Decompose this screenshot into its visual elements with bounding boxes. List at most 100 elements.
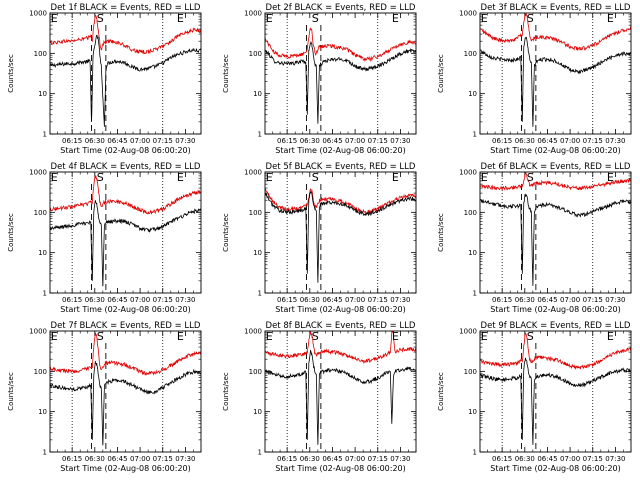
x-tick-label: 06:15 <box>62 137 82 145</box>
chart-panel: Det 6f BLACK = Events, RED = LLD Counts/s… <box>437 162 632 314</box>
y-tick-label: 1000 <box>459 10 477 18</box>
chart-panel: Det 7f BLACK = Events, RED = LLD Counts/s… <box>7 321 202 473</box>
lld-series-line <box>265 27 416 63</box>
x-tick-label: 07:00 <box>345 455 365 463</box>
y-tick-label: 100 <box>249 368 262 376</box>
chart-title: Det 7f BLACK = Events, RED = LLD <box>51 321 201 331</box>
attenuator-marker: E <box>481 330 488 343</box>
y-tick-label: 10 <box>468 408 477 416</box>
y-tick-label: 10 <box>38 249 47 257</box>
x-tick-label: 07:15 <box>368 137 388 145</box>
x-tick-label: 06:30 <box>515 296 535 304</box>
y-tick-label: 1000 <box>244 10 262 18</box>
x-axis-label: Start Time (02-Aug-08 06:00:20) <box>60 146 191 155</box>
x-tick-label: 07:30 <box>175 296 195 304</box>
attenuator-marker: S <box>97 12 104 25</box>
chart-panel: Det 8f BLACK = Events, RED = LLD Counts/s… <box>222 321 417 473</box>
attenuator-marker: E <box>177 171 184 184</box>
y-tick-label: 1000 <box>459 328 477 336</box>
x-axis-label: Start Time (02-Aug-08 06:00:20) <box>490 305 621 314</box>
x-tick-label: 06:15 <box>277 455 297 463</box>
x-tick-label: 07:30 <box>390 137 410 145</box>
x-tick-label: 06:15 <box>492 296 512 304</box>
y-axis-label: Counts/sec <box>222 213 230 252</box>
chart-panel: Det 4f BLACK = Events, RED = LLD Counts/s… <box>7 162 202 314</box>
y-tick-label: 100 <box>464 209 477 217</box>
x-tick-label: 07:00 <box>345 137 365 145</box>
y-axis-label: Counts/sec <box>7 54 15 93</box>
y-tick-label: 1 <box>43 290 47 298</box>
lld-series-line <box>50 174 201 215</box>
attenuator-marker: S <box>312 171 319 184</box>
y-tick-label: 100 <box>464 368 477 376</box>
x-tick-label: 06:30 <box>300 455 320 463</box>
attenuator-marker: E <box>266 12 273 25</box>
y-tick-label: 100 <box>34 209 47 217</box>
plot-frame <box>479 171 632 294</box>
chart-title: Det 9f BLACK = Events, RED = LLD <box>481 321 631 331</box>
lld-series-line <box>265 331 416 364</box>
chart-panel: Det 1f BLACK = Events, RED = LLD Counts/s… <box>7 3 202 155</box>
events-series-line <box>50 34 201 127</box>
y-axis-label: Counts/sec <box>7 372 15 411</box>
lld-series-line <box>265 188 416 214</box>
x-tick-label: 06:30 <box>300 296 320 304</box>
x-tick-label: 07:30 <box>605 455 625 463</box>
x-tick-label: 07:00 <box>345 296 365 304</box>
x-tick-label: 07:15 <box>368 296 388 304</box>
y-tick-label: 1 <box>43 131 47 139</box>
y-tick-label: 1 <box>43 449 47 457</box>
lld-series-line <box>50 14 201 55</box>
x-tick-label: 06:15 <box>62 296 82 304</box>
attenuator-marker: E <box>392 12 399 25</box>
plot-frame <box>49 12 202 135</box>
x-tick-label: 07:00 <box>560 296 580 304</box>
x-tick-label: 07:00 <box>560 455 580 463</box>
x-tick-label: 06:45 <box>322 296 342 304</box>
events-series-line <box>265 40 416 124</box>
x-axis-label: Start Time (02-Aug-08 06:00:20) <box>60 464 191 473</box>
x-tick-label: 06:45 <box>537 455 557 463</box>
x-tick-label: 07:15 <box>583 455 603 463</box>
attenuator-marker: S <box>312 330 319 343</box>
y-tick-label: 100 <box>249 209 262 217</box>
chart-panel: Det 3f BLACK = Events, RED = LLD Counts/s… <box>437 3 632 155</box>
attenuator-marker: E <box>481 12 488 25</box>
x-tick-label: 07:30 <box>175 137 195 145</box>
y-tick-label: 100 <box>34 368 47 376</box>
y-tick-label: 100 <box>464 50 477 58</box>
lld-series-line <box>50 332 201 377</box>
plot-frame <box>479 12 632 135</box>
plot-frame <box>264 12 417 135</box>
attenuator-marker: E <box>481 171 488 184</box>
plot-frame <box>264 330 417 453</box>
x-axis-label: Start Time (02-Aug-08 06:00:20) <box>275 305 406 314</box>
x-tick-label: 07:15 <box>583 296 603 304</box>
chart-title: Det 5f BLACK = Events, RED = LLD <box>266 162 416 172</box>
attenuator-marker: E <box>177 12 184 25</box>
lld-series-line <box>480 332 631 371</box>
x-tick-label: 06:30 <box>300 137 320 145</box>
x-tick-label: 06:30 <box>85 455 105 463</box>
x-tick-label: 07:00 <box>130 455 150 463</box>
x-tick-label: 06:15 <box>492 455 512 463</box>
x-tick-label: 06:45 <box>107 137 127 145</box>
lld-series-line <box>480 13 631 51</box>
attenuator-marker: S <box>527 12 534 25</box>
attenuator-marker: E <box>607 330 614 343</box>
attenuator-marker: S <box>527 171 534 184</box>
x-tick-label: 07:30 <box>175 455 195 463</box>
attenuator-marker: E <box>51 171 58 184</box>
x-tick-label: 07:00 <box>130 296 150 304</box>
x-axis-label: Start Time (02-Aug-08 06:00:20) <box>490 146 621 155</box>
y-axis-label: Counts/sec <box>7 213 15 252</box>
events-series-line <box>480 36 631 127</box>
y-tick-label: 10 <box>38 90 47 98</box>
attenuator-marker: S <box>312 12 319 25</box>
x-tick-label: 06:30 <box>515 137 535 145</box>
y-tick-label: 1 <box>473 449 477 457</box>
y-tick-label: 10 <box>253 408 262 416</box>
y-tick-label: 1 <box>258 290 262 298</box>
x-axis-label: Start Time (02-Aug-08 06:00:20) <box>490 464 621 473</box>
